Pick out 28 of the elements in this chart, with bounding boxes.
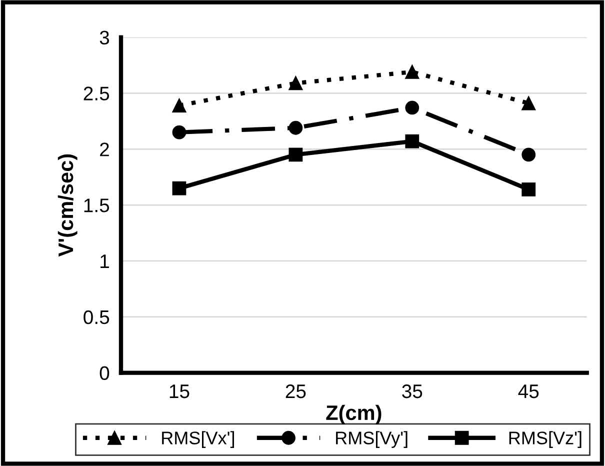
point bbox=[172, 98, 186, 112]
point bbox=[288, 148, 303, 162]
y-tick-label: 2.5 bbox=[84, 86, 110, 100]
legend-label: RMS[Vz'] bbox=[509, 431, 582, 448]
point bbox=[522, 96, 536, 110]
x-tick-label: 15 bbox=[170, 384, 190, 398]
y-tick-label: 3 bbox=[100, 30, 110, 45]
point bbox=[405, 65, 420, 79]
y-tick-label: 0 bbox=[100, 366, 110, 380]
point bbox=[405, 100, 420, 115]
point bbox=[172, 125, 186, 140]
y-axis-title: V'(cm/sec) bbox=[58, 154, 78, 257]
point bbox=[288, 120, 303, 135]
y-tick-label: 0.5 bbox=[84, 310, 110, 324]
point bbox=[288, 76, 303, 90]
point bbox=[522, 182, 536, 196]
legend-label: RMS[Vx'] bbox=[162, 431, 234, 448]
y-tick-label: 1.5 bbox=[84, 198, 110, 212]
y-tick-label: 1 bbox=[100, 254, 109, 268]
x-tick-label: 25 bbox=[286, 384, 306, 398]
legend-label: RMS[Vy'] bbox=[336, 431, 408, 448]
x-tick-label: 45 bbox=[518, 384, 539, 398]
x-axis-title: Z(cm) bbox=[326, 404, 382, 424]
y-tick-label: 2 bbox=[100, 142, 109, 156]
x-tick-label: 35 bbox=[402, 384, 422, 398]
point bbox=[405, 134, 420, 148]
point bbox=[172, 181, 186, 196]
point bbox=[522, 148, 536, 162]
